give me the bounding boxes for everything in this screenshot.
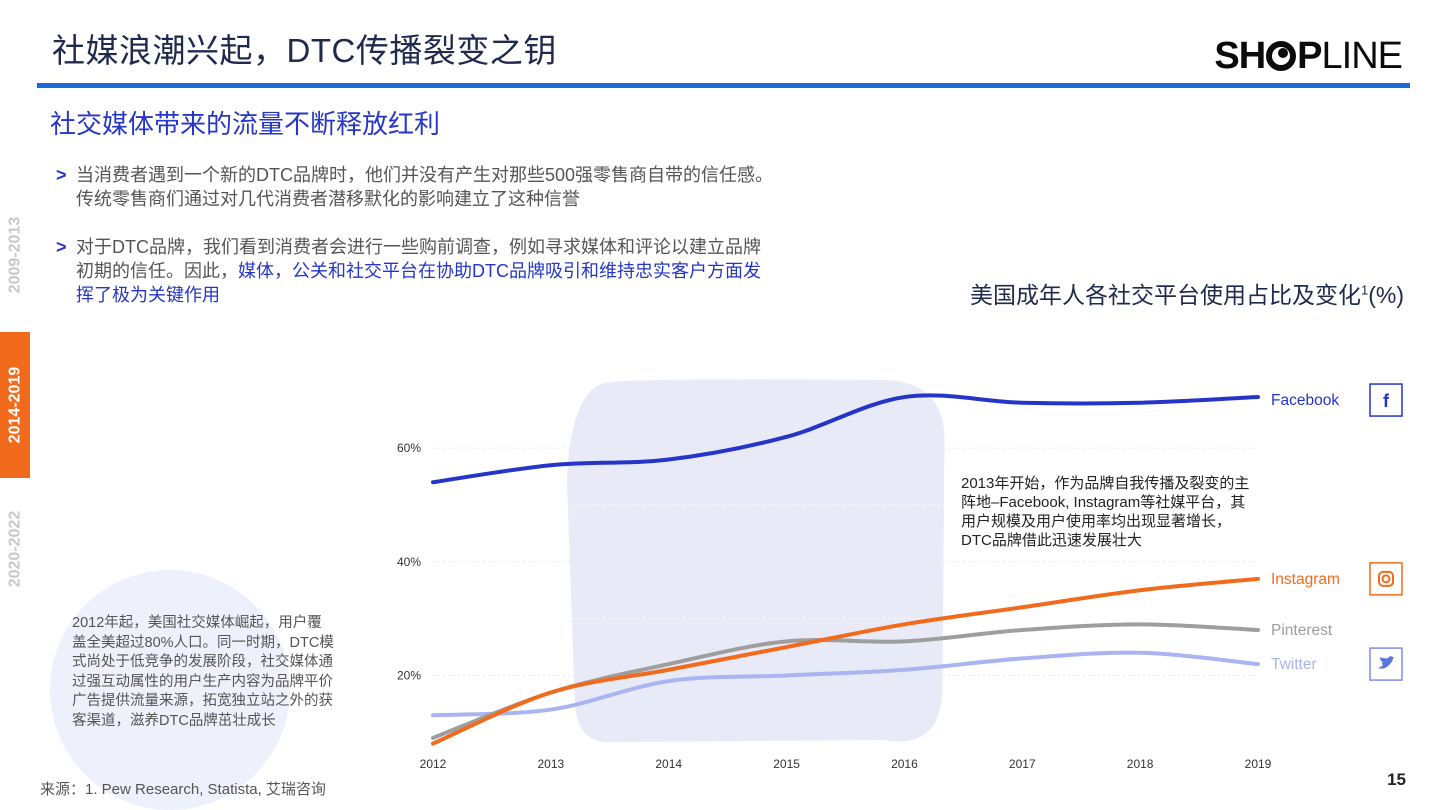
- instagram-glyph-lens: [1381, 574, 1391, 584]
- x-tick-label: 2015: [773, 757, 800, 771]
- bullet-item: > 当消费者遇到一个新的DTC品牌时，他们并没有产生对那些500强零售商自带的信…: [56, 163, 776, 211]
- bullet-text: 当消费者遇到一个新的DTC品牌时，他们并没有产生对那些500强零售商自带的信任感…: [76, 165, 774, 209]
- section-subtitle: 社交媒体带来的流量不断释放红利: [50, 109, 441, 139]
- x-tick-label: 2016: [891, 757, 918, 771]
- source-note: 来源：1. Pew Research, Statista, 艾瑞咨询: [40, 781, 326, 798]
- timeline-label: 2009-2013: [6, 216, 24, 294]
- series-label-instagram: Instagram: [1271, 571, 1340, 588]
- x-tick-label: 2017: [1009, 757, 1036, 771]
- x-tick-label: 2014: [655, 757, 682, 771]
- series-line-instagram: [431, 576, 1260, 746]
- timeline-label: 2014-2019: [6, 366, 24, 444]
- facebook-icon: f: [1369, 383, 1403, 417]
- facebook-glyph: f: [1383, 391, 1390, 411]
- bullet-text-highlight: 媒体，公关和社交平台在协助DTC品牌吸引和维持忠实客户方面发挥了极为关键作用: [76, 261, 761, 305]
- series-label-twitter: Twitter: [1271, 656, 1317, 673]
- shopline-logo: SH P LINE: [1214, 34, 1403, 77]
- chart-title-unit: (%): [1368, 282, 1404, 308]
- twitter-glyph: [1378, 656, 1395, 669]
- timeline-item-2020-2022[interactable]: 2020-2022: [0, 498, 30, 600]
- header-divider: [37, 83, 1410, 88]
- icon-frame: [1369, 383, 1403, 417]
- chart-annotation: 2013年开始，作为品牌自我传播及裂变的主阵地–Facebook, Instag…: [961, 475, 1250, 549]
- instagram-glyph-body: [1378, 570, 1394, 587]
- x-tick-label: 2018: [1127, 757, 1154, 771]
- side-note: 2012年起，美国社交媒体崛起，用户覆盖全美超过80%人口。同一时期，DTC模式…: [72, 615, 334, 729]
- bullet-item: > 对于DTC品牌，我们看到消费者会进行一些购前调查，例如寻求媒体和评论以建立品…: [56, 235, 776, 307]
- twitter-icon: [1369, 647, 1403, 681]
- timeline-label: 2020-2022: [6, 510, 24, 588]
- series-line-facebook: [431, 393, 1260, 485]
- icon-frame: [1369, 562, 1403, 596]
- instagram-icon: [1369, 562, 1403, 596]
- page-title: 社媒浪潮兴起，DTC传播裂变之钥: [52, 32, 557, 69]
- bullet-text: 对于DTC品牌，我们看到消费者会进行一些购前调查，例如寻求媒体和评论以建立品牌初…: [76, 235, 776, 307]
- line-chart: 60% 40% 20% 2012 2013 2014 2015 2016 2017 2018 201…: [397, 379, 1403, 771]
- chevron-right-icon: >: [56, 165, 67, 185]
- x-tick-label: 2012: [420, 757, 447, 771]
- y-tick-label: 40%: [397, 555, 421, 569]
- bullet-text-plain: 对于DTC品牌，我们看到消费者会进行一些购前调查，例如寻求媒体和评论以建立品牌初…: [76, 237, 761, 281]
- x-tick-label: 2013: [538, 757, 565, 771]
- chart-title-text: 美国成年人各社交平台使用占比及变化: [969, 282, 1361, 308]
- series-label-facebook: Facebook: [1271, 392, 1339, 409]
- series-label-pinterest: Pinterest: [1271, 622, 1333, 639]
- timeline-item-2014-2019[interactable]: 2014-2019: [0, 332, 30, 478]
- series-line-twitter: [431, 650, 1260, 718]
- timeline-item-2009-2013[interactable]: 2009-2013: [0, 200, 30, 310]
- chart-title: 美国成年人各社交平台使用占比及变化1(%): [970, 276, 1404, 310]
- highlight-band: [566, 379, 945, 743]
- y-tick-label: 60%: [397, 441, 421, 455]
- note-circle-bg: [50, 570, 290, 810]
- y-tick-label: 20%: [397, 668, 421, 682]
- x-tick-label: 2019: [1245, 757, 1272, 771]
- page-number: 15: [1387, 770, 1406, 789]
- chart-title-footnote: 1: [1360, 282, 1369, 298]
- chevron-right-icon: >: [56, 237, 67, 257]
